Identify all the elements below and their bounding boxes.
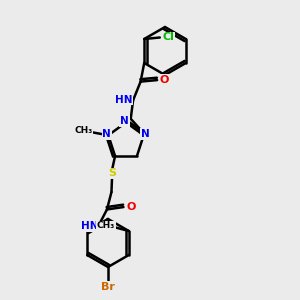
Text: S: S	[108, 168, 116, 178]
Text: Cl: Cl	[162, 32, 174, 43]
Text: O: O	[160, 75, 169, 85]
Text: O: O	[126, 202, 136, 212]
Text: HN: HN	[81, 221, 98, 231]
Text: HN: HN	[115, 94, 132, 105]
Text: CH₃: CH₃	[97, 221, 115, 230]
Text: N: N	[141, 129, 150, 139]
Text: CH₃: CH₃	[74, 126, 92, 135]
Text: Br: Br	[101, 282, 115, 292]
Text: N: N	[120, 116, 129, 126]
Text: N: N	[102, 129, 111, 139]
